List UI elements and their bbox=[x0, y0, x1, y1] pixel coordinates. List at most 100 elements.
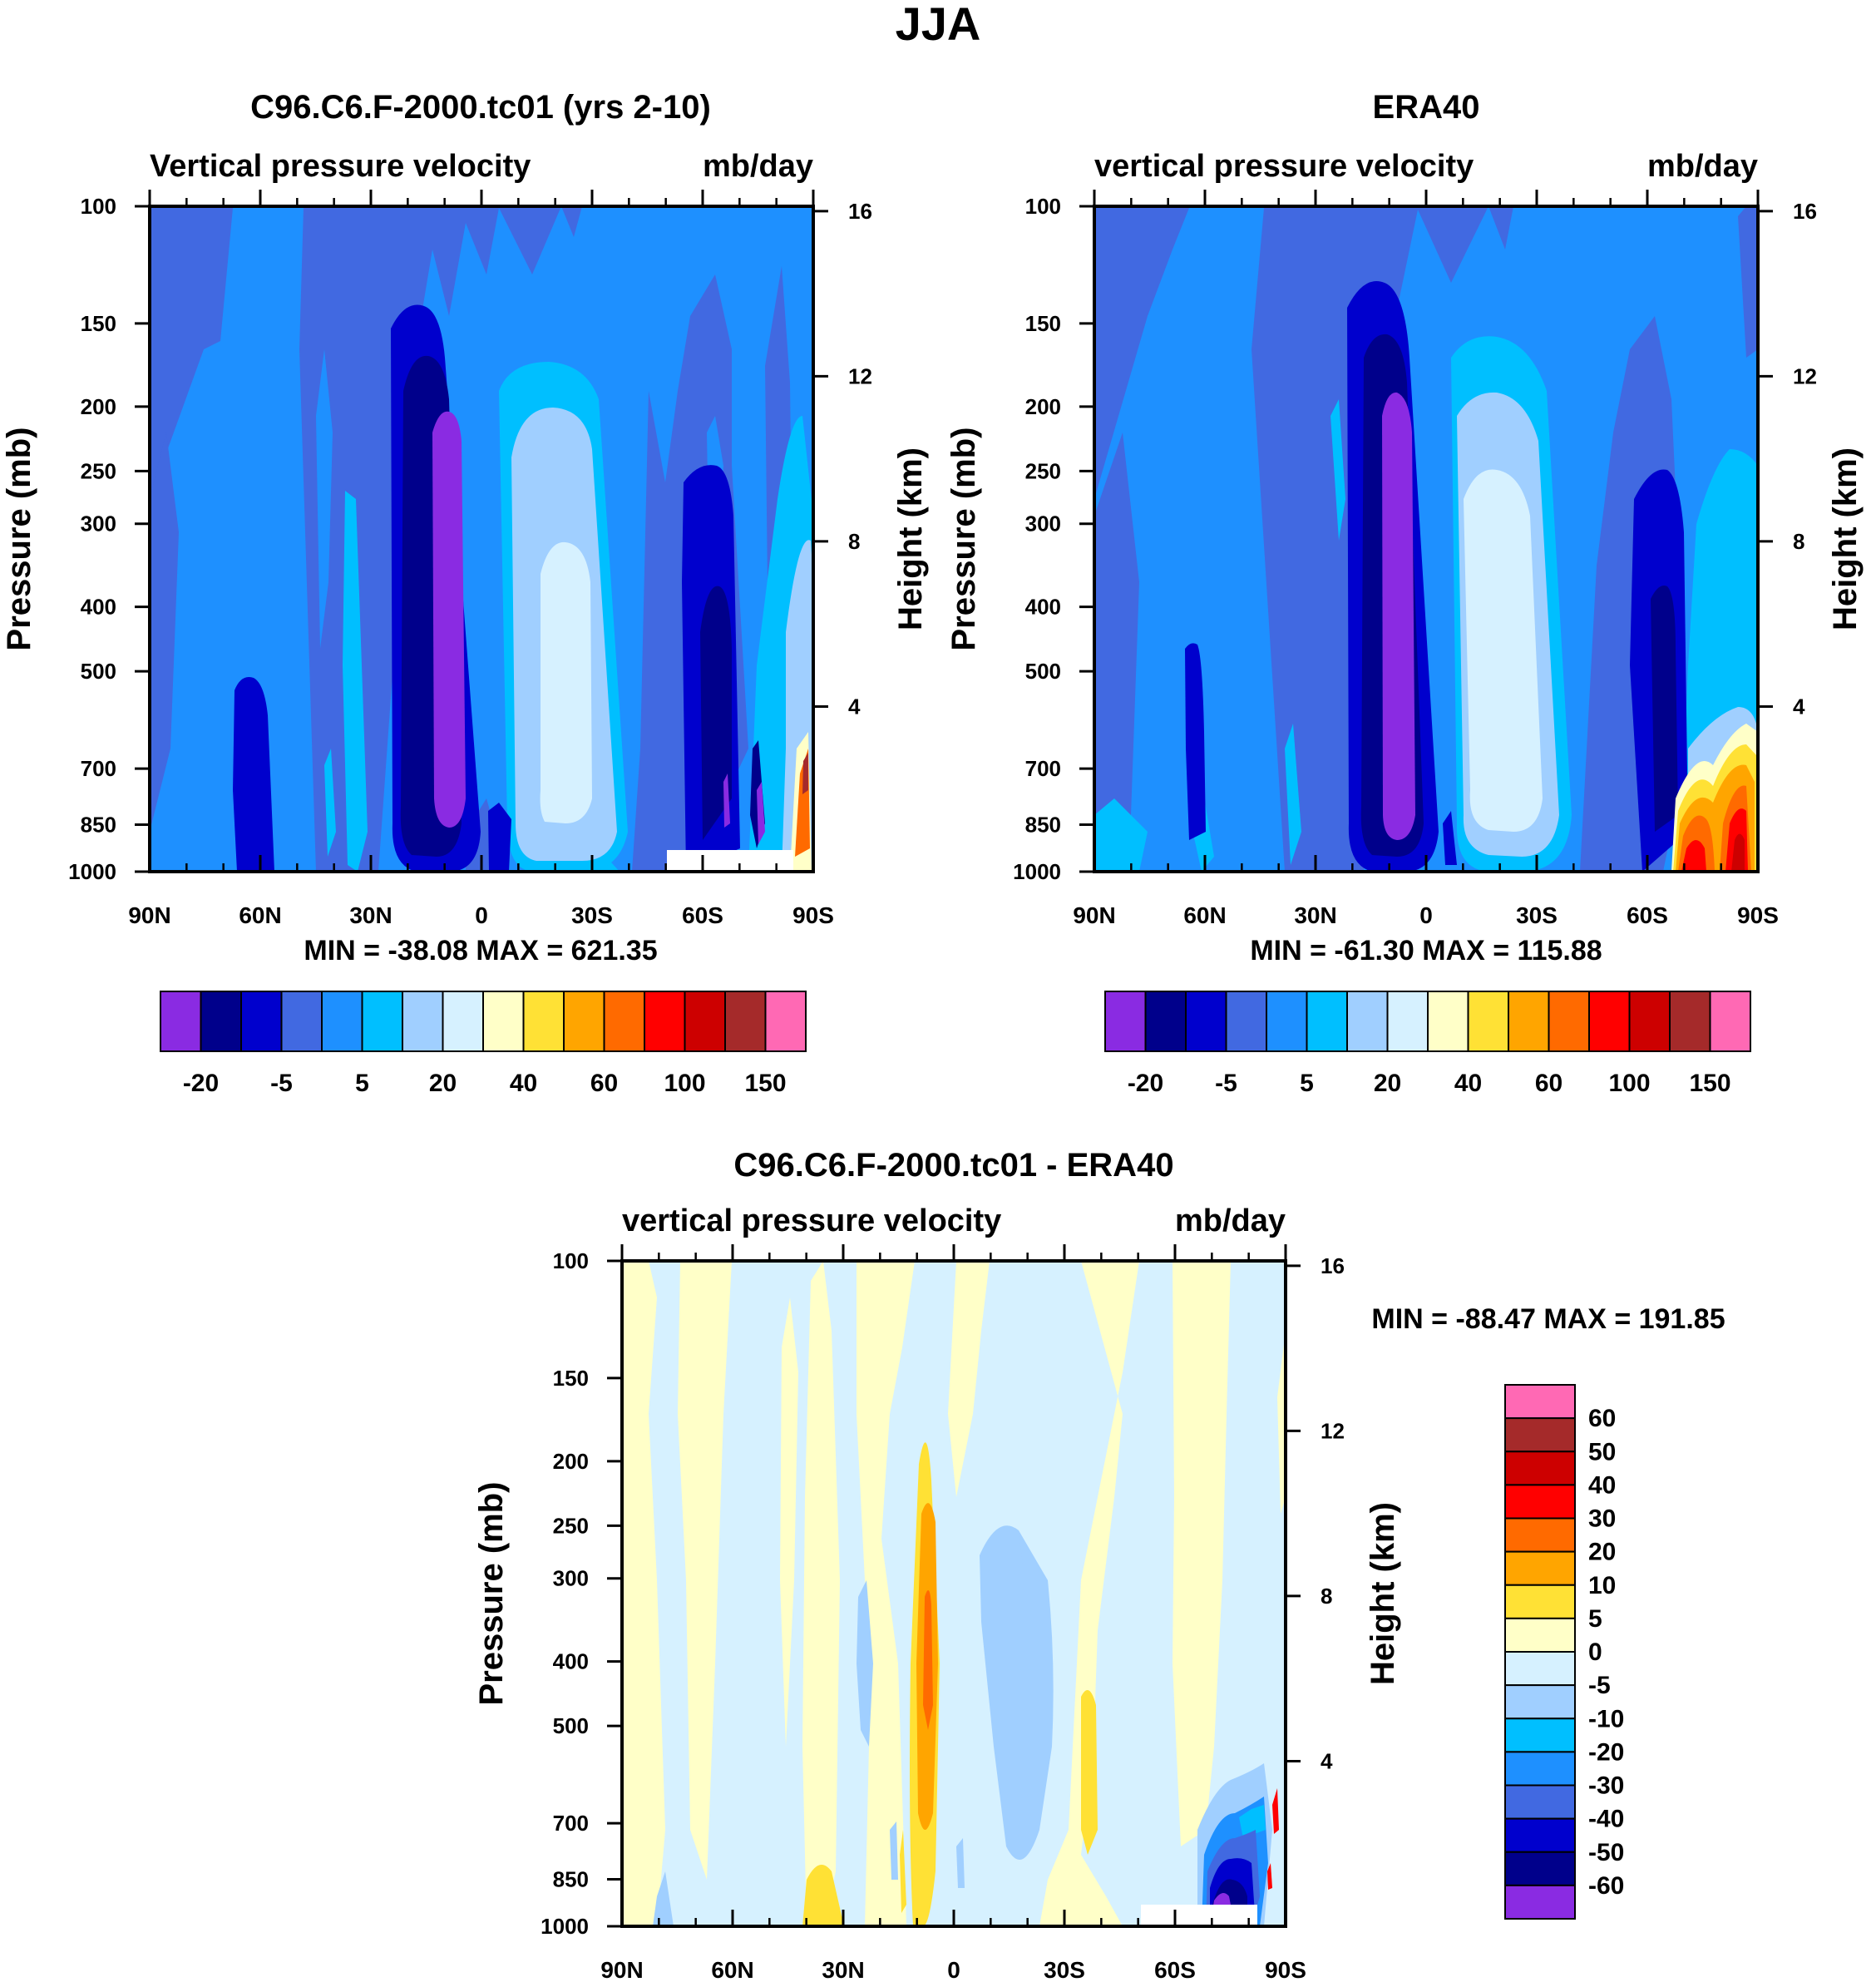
colorbar-label: 60 bbox=[590, 1070, 618, 1097]
colorbar-label: 5 bbox=[1588, 1605, 1602, 1633]
y2-tick-label: 4 bbox=[1793, 694, 1805, 719]
colorbar-label: 150 bbox=[1689, 1070, 1730, 1097]
y2-tick-label: 16 bbox=[1321, 1253, 1345, 1278]
colorbar-label: 60 bbox=[1588, 1405, 1616, 1432]
colorbar-swatch bbox=[1306, 991, 1348, 1052]
colorbar-swatch bbox=[402, 991, 444, 1052]
colorbar-swatch bbox=[1628, 991, 1671, 1052]
contour-fill bbox=[890, 1821, 898, 1880]
panel-diff-left-label: vertical pressure velocity bbox=[622, 1204, 1001, 1238]
colorbar-label: 40 bbox=[1588, 1471, 1616, 1499]
panel-era40-colorbar: -20 -5 5 20 40 60 100 150 bbox=[1104, 991, 1751, 1097]
y2-tick-label: 8 bbox=[848, 529, 860, 554]
colorbar-swatch bbox=[1386, 991, 1429, 1052]
colorbar-swatch bbox=[321, 991, 363, 1052]
colorbar-label: 30 bbox=[1588, 1505, 1616, 1533]
y-tick-label: 200 bbox=[81, 394, 116, 419]
colorbar-swatch bbox=[1504, 1584, 1576, 1619]
colorbar-swatch bbox=[1504, 1684, 1576, 1720]
colorbar-label: -5 bbox=[270, 1070, 293, 1097]
panel-model-axes: 90N 60N 30N 0 30S 60S 90S 100 150 200 250 300 400 500… bbox=[68, 190, 872, 928]
contour-fill bbox=[1738, 206, 1758, 358]
colorbar-swatch bbox=[1185, 991, 1227, 1052]
panel-era40-stats: MIN = -61.30 MAX = 115.88 bbox=[1250, 935, 1602, 966]
panel-era40-y2label: Height (km) bbox=[1827, 447, 1864, 630]
panel-era40-title: ERA40 bbox=[1373, 89, 1480, 126]
y-tick-label: 400 bbox=[1025, 595, 1061, 620]
colorbar-swatch bbox=[1508, 991, 1550, 1052]
contour-fill bbox=[324, 749, 336, 857]
y-tick-label: 850 bbox=[81, 813, 116, 838]
x-tick-label: 0 bbox=[1419, 902, 1433, 928]
colorbar-swatch bbox=[1504, 1451, 1576, 1486]
x-tick-label: 60S bbox=[682, 902, 723, 928]
x-tick-label: 90S bbox=[1737, 902, 1779, 928]
contour-fill bbox=[723, 774, 730, 828]
x-tick-label: 90N bbox=[128, 902, 170, 928]
contour-fill bbox=[488, 803, 511, 872]
panel-diff-stats: MIN = -88.47 MAX = 191.85 bbox=[1371, 1303, 1725, 1335]
contour-fill bbox=[757, 782, 765, 844]
contour-fill bbox=[1382, 392, 1415, 840]
colorbar-swatch bbox=[1504, 1417, 1576, 1453]
y2-tick-label: 16 bbox=[848, 199, 872, 224]
contour-fill bbox=[1094, 798, 1148, 872]
y-tick-label: 250 bbox=[81, 458, 116, 483]
panel-model-right-label: mb/day bbox=[703, 149, 813, 184]
y-tick-label: 150 bbox=[81, 311, 116, 336]
y-tick-label: 100 bbox=[553, 1248, 589, 1273]
contour-fill bbox=[432, 411, 466, 828]
contour-fill bbox=[1185, 643, 1206, 840]
contour-fill bbox=[233, 677, 274, 872]
y-tick-label: 1000 bbox=[541, 1914, 589, 1939]
colorbar-label: -5 bbox=[1588, 1672, 1611, 1699]
colorbar-swatch bbox=[1588, 991, 1631, 1052]
y-tick-label: 200 bbox=[1025, 394, 1061, 419]
colorbar-swatch bbox=[764, 991, 807, 1052]
contour-fill bbox=[540, 541, 592, 823]
panel-era40-field bbox=[1094, 206, 1758, 872]
y-tick-label: 100 bbox=[1025, 194, 1061, 219]
contour-fill bbox=[802, 1865, 844, 1926]
y2-tick-label: 8 bbox=[1321, 1584, 1332, 1609]
colorbar-label: 100 bbox=[1608, 1070, 1650, 1097]
contour-fill bbox=[1081, 1690, 1098, 1855]
x-tick-label: 0 bbox=[475, 902, 488, 928]
contour-fill bbox=[1443, 811, 1457, 865]
panel-model-ylabel: Pressure (mb) bbox=[1, 428, 37, 651]
colorbar-label: 20 bbox=[1588, 1539, 1616, 1566]
y-tick-label: 850 bbox=[1025, 813, 1061, 838]
colorbar-label: 40 bbox=[1454, 1070, 1482, 1097]
colorbar-label: 100 bbox=[664, 1070, 705, 1097]
colorbar-label: 5 bbox=[355, 1070, 369, 1097]
contour-fill bbox=[1272, 1788, 1279, 1834]
panel-model-stats: MIN = -38.08 MAX = 621.35 bbox=[304, 935, 657, 966]
panel-model-left-label: Vertical pressure velocity bbox=[150, 149, 531, 184]
x-tick-label: 90N bbox=[1073, 902, 1115, 928]
x-tick-label: 60N bbox=[1183, 902, 1226, 928]
contour-fill bbox=[653, 1871, 674, 1926]
y-tick-label: 250 bbox=[553, 1513, 589, 1538]
colorbar-label: 10 bbox=[1588, 1572, 1616, 1599]
x-tick-label: 90S bbox=[792, 902, 834, 928]
x-tick-label: 90N bbox=[600, 1957, 643, 1982]
y-tick-label: 700 bbox=[553, 1811, 589, 1836]
x-tick-label: 60S bbox=[1627, 902, 1668, 928]
contour-fill bbox=[1006, 1530, 1023, 1564]
y2-tick-label: 12 bbox=[1793, 363, 1817, 388]
contour-fill bbox=[248, 316, 266, 541]
y-tick-label: 400 bbox=[81, 595, 116, 620]
y-tick-label: 1000 bbox=[68, 859, 116, 884]
contour-fill bbox=[802, 753, 808, 794]
contour-fill bbox=[150, 206, 582, 872]
contour-fill bbox=[956, 1838, 965, 1888]
x-tick-label: 60S bbox=[1154, 1957, 1196, 1982]
colorbar-swatch bbox=[1504, 1517, 1576, 1553]
colorbar-swatch bbox=[1266, 991, 1308, 1052]
y-tick-label: 300 bbox=[1025, 512, 1061, 536]
colorbar-swatch bbox=[1504, 1718, 1576, 1753]
x-tick-label: 90S bbox=[1265, 1957, 1306, 1982]
colorbar-swatch bbox=[361, 991, 403, 1052]
colorbar-label: -20 bbox=[1588, 1738, 1624, 1766]
colorbar-swatch bbox=[1669, 991, 1711, 1052]
